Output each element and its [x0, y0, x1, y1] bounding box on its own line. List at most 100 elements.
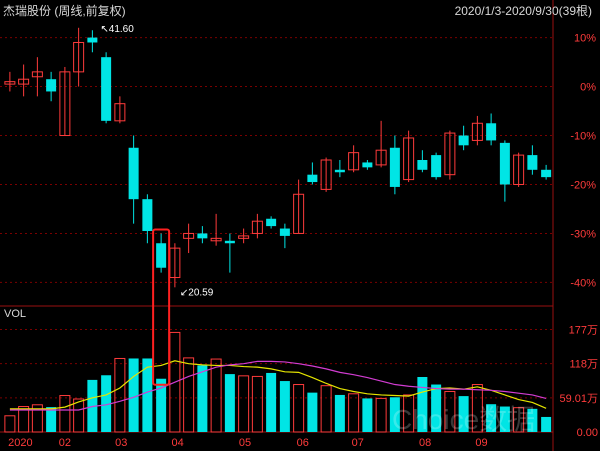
date-tick-label: 02	[59, 437, 71, 449]
volume-bar	[101, 375, 112, 432]
candle-body	[224, 240, 235, 244]
low-price-annotation: ↙20.59	[180, 287, 214, 298]
date-tick-label: 09	[475, 437, 487, 449]
candle-body	[266, 218, 277, 227]
price-tick-label: 10%	[574, 33, 596, 45]
price-panel	[4, 27, 552, 288]
candle-body	[458, 135, 469, 146]
vol-tick-label: 118万	[569, 359, 598, 371]
volume-bar	[362, 398, 373, 432]
volume-bar	[114, 357, 126, 433]
volume-bar	[128, 358, 139, 432]
price-tick-label: -20%	[570, 179, 596, 191]
candle-body	[499, 142, 510, 185]
highlight-box	[152, 228, 171, 386]
volume-bar	[541, 416, 552, 432]
candle-body	[31, 71, 43, 78]
volume-bar	[210, 358, 222, 433]
candle-body	[375, 149, 387, 166]
candle-body	[183, 232, 195, 239]
volume-bar	[293, 384, 305, 433]
candle-body	[251, 220, 263, 234]
volume-bar	[458, 396, 469, 432]
candle-body	[513, 154, 525, 185]
candle-body	[348, 152, 360, 171]
candle-body	[307, 174, 318, 183]
price-tick-label: -10%	[570, 131, 596, 143]
vol-panel	[4, 331, 552, 433]
date-tick-label: 07	[352, 437, 364, 449]
candle-body	[486, 123, 497, 141]
candle-body	[279, 228, 290, 236]
candle-body	[293, 193, 305, 234]
volume-bar	[251, 375, 263, 433]
candle-body	[210, 237, 222, 242]
date-tick-label: 06	[297, 437, 309, 449]
price-tick-label: -40%	[570, 277, 596, 289]
volume-bar	[417, 377, 428, 432]
high-price-annotation: ↖41.60	[100, 24, 134, 35]
vol-tick-label: 177万	[569, 325, 598, 337]
volume-bar	[471, 384, 483, 433]
price-tick-label: -30%	[570, 228, 596, 240]
vol-tick-label: 59.01万	[559, 393, 598, 405]
annotations: ↖41.60 ↙20.59	[100, 24, 214, 386]
volume-bar	[334, 394, 345, 432]
vol-panel-title: VOL	[4, 308, 26, 320]
watermark: Choice数据	[392, 404, 536, 435]
candle-body	[87, 37, 98, 43]
volume-bar	[375, 397, 387, 433]
price-tick-label: 0%	[580, 82, 596, 94]
volume-bar	[389, 397, 400, 432]
volume-bar	[46, 407, 57, 432]
volume-bar	[31, 404, 43, 433]
volume-bar	[266, 372, 277, 432]
volume-bar	[279, 381, 290, 432]
date-tick-label: 04	[172, 437, 184, 449]
axis-labels: 10% 0% -10% -20% -30% -40% 177万 118万 59.01万 0.00 2…	[8, 33, 598, 449]
chart-title: 杰瑞股份 (周线,前复权)	[3, 4, 126, 18]
candle-body	[114, 103, 126, 122]
date-tick-label: 03	[115, 437, 127, 449]
candle-body	[431, 155, 442, 178]
candle-body	[389, 147, 400, 187]
candle-body	[101, 57, 112, 121]
volume-bar	[431, 384, 442, 432]
volume-bar	[59, 395, 71, 433]
volume-bar	[142, 358, 153, 432]
date-tick-label: 08	[419, 437, 431, 449]
price-grid	[0, 0, 554, 451]
volume-bar	[527, 408, 538, 432]
candle-body	[444, 132, 456, 176]
volume-bar	[444, 390, 456, 433]
candle-body	[18, 78, 30, 85]
candle-body	[142, 199, 153, 231]
candle-body	[471, 122, 483, 141]
candle-body	[4, 81, 16, 85]
volume-bar	[238, 375, 250, 433]
vol-ma-long-line	[9, 360, 547, 411]
volume-bar	[156, 378, 167, 432]
volume-bar	[307, 392, 318, 432]
candle-body	[128, 147, 139, 200]
candle-body	[334, 169, 345, 173]
volume-bar	[183, 357, 195, 433]
date-range: 2020/1/3-2020/9/30(39根)	[454, 4, 592, 18]
candle-body	[527, 155, 538, 170]
volume-bar	[499, 406, 510, 432]
candle-body	[403, 137, 415, 181]
volume-bar	[513, 407, 525, 433]
volume-bar	[73, 398, 85, 433]
candle-body	[73, 41, 85, 73]
vol-tick-label: 0.00	[577, 427, 598, 439]
candle-body	[417, 160, 428, 170]
volume-bar	[197, 365, 208, 432]
date-tick-label: 2020	[8, 437, 32, 449]
candle-body	[238, 235, 250, 239]
candle-body	[362, 162, 373, 168]
candle-body	[197, 233, 208, 239]
volume-bar	[486, 404, 497, 432]
volume-bar	[18, 406, 30, 433]
volume-bar	[348, 393, 360, 433]
